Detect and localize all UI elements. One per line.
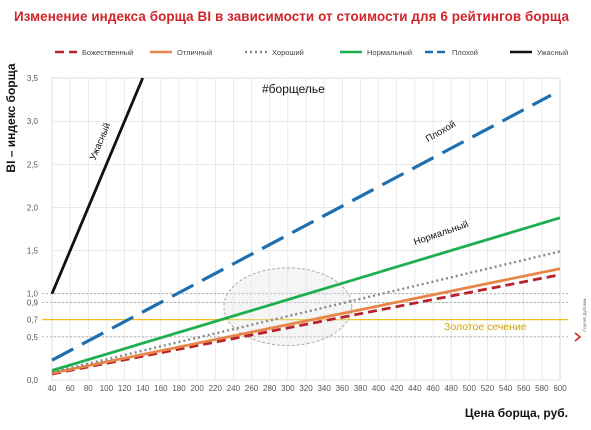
y-tick-label: 0,0 — [27, 376, 39, 385]
line-label-плохой: Плохой — [424, 119, 458, 145]
y-tick-label: 2,5 — [27, 160, 39, 169]
signature-text: Сергей Дубовик — [581, 299, 587, 332]
line-label-нормальный: Нормальный — [412, 219, 470, 248]
y-tick-label: 3,5 — [27, 74, 39, 83]
x-tick-label: 560 — [517, 384, 531, 393]
legend-label: Божественный — [82, 48, 133, 57]
x-tick-label: 280 — [263, 384, 277, 393]
legend-label: Хороший — [272, 48, 304, 57]
x-tick-label: 480 — [444, 384, 458, 393]
x-tick-label: 200 — [190, 384, 204, 393]
x-tick-label: 460 — [426, 384, 440, 393]
x-tick-label: 420 — [390, 384, 404, 393]
legend-item-плохой: Плохой — [425, 48, 478, 57]
x-tick-label: 340 — [317, 384, 331, 393]
reference-lines — [42, 267, 568, 346]
x-tick-label: 540 — [499, 384, 513, 393]
series-lines — [50, 77, 561, 376]
series-line-божественный — [51, 273, 561, 376]
series-line-отличный — [51, 267, 561, 375]
x-tick-label: 320 — [299, 384, 313, 393]
x-tick-label: 100 — [100, 384, 114, 393]
x-tick-label: 40 — [48, 384, 57, 393]
y-tick-label: 0,5 — [27, 333, 39, 342]
x-tick-label: 240 — [227, 384, 241, 393]
x-tick-label: 520 — [481, 384, 495, 393]
x-tick-label: 500 — [463, 384, 477, 393]
golden-ratio-label: Золотое сечение — [444, 321, 527, 333]
x-tick-label: 380 — [354, 384, 368, 393]
y-tick-label: 2,0 — [27, 203, 39, 212]
legend-item-божественный: Божественный — [55, 48, 133, 57]
y-tick-label: 1,0 — [27, 290, 39, 299]
legend-item-хороший: Хороший — [245, 48, 304, 57]
legend-item-ужасный: Ужасный — [510, 48, 568, 57]
y-tick-label: 3,0 — [27, 117, 39, 126]
x-tick-label: 360 — [336, 384, 350, 393]
x-tick-label: 160 — [154, 384, 168, 393]
y-tick-labels: 0,0 0,5 0,7 0,91,0 1,5 2,0 2,5 3,0 3,5 — [27, 74, 39, 385]
legend: Божественный Отличный Хороший Нормальный Пло… — [55, 48, 568, 57]
x-tick-label: 440 — [408, 384, 422, 393]
author-signature: Сергей Дубовик — [574, 299, 587, 342]
series-line-ужасный — [50, 77, 145, 295]
series-line-нормальный — [51, 216, 561, 372]
legend-item-нормальный: Нормальный — [340, 48, 412, 57]
x-tick-label: 400 — [372, 384, 386, 393]
chart-title: Изменение индекса борща BI в зависимости… — [14, 9, 570, 24]
legend-label: Плохой — [452, 48, 478, 57]
x-tick-label: 80 — [84, 384, 93, 393]
x-tick-label: 260 — [245, 384, 259, 393]
x-tick-label: 180 — [172, 384, 186, 393]
x-axis-label: Цена борща, руб. — [465, 406, 568, 420]
x-tick-label: 580 — [535, 384, 549, 393]
legend-label: Ужасный — [537, 48, 568, 57]
y-tick-label: 0,9 — [27, 298, 39, 307]
x-tick-label: 300 — [281, 384, 295, 393]
hashtag-annotation: #борщелье — [262, 82, 325, 96]
legend-label: Нормальный — [367, 48, 412, 57]
x-tick-label: 140 — [136, 384, 150, 393]
legend-item-отличный: Отличный — [150, 48, 212, 57]
x-tick-label: 220 — [209, 384, 223, 393]
x-tick-label: 60 — [66, 384, 75, 393]
series-line-хороший — [51, 250, 561, 374]
legend-label: Отличный — [177, 48, 212, 57]
highlight-ellipse — [223, 267, 353, 346]
y-tick-label: 1,5 — [27, 247, 39, 256]
x-tick-label: 600 — [553, 384, 567, 393]
x-tick-labels: 40 60 80 100 120 140 160 180 200 220 240 260 280 300 3… — [48, 384, 568, 393]
x-tick-label: 120 — [118, 384, 132, 393]
signature-logo-icon — [574, 332, 582, 342]
y-axis-label: BI – индекс борща — [4, 63, 18, 172]
y-tick-label: 0,7 — [27, 316, 39, 325]
series-line-плохой — [51, 93, 552, 362]
